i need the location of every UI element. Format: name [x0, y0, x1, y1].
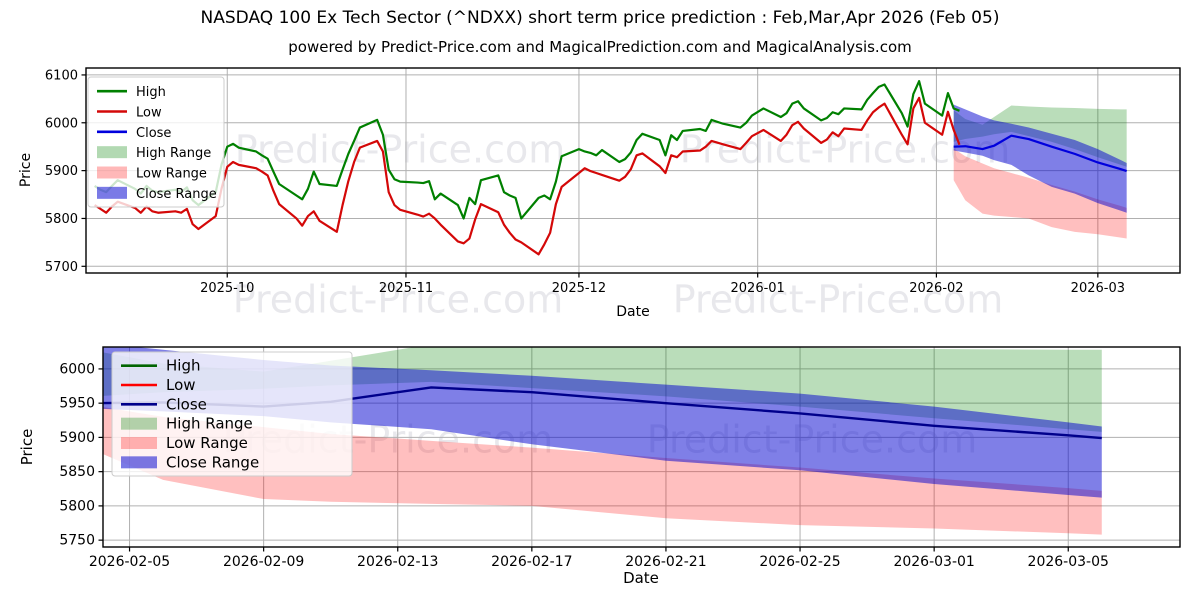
x-tick-label: 2025-11	[379, 281, 433, 296]
x-tick-label: 2025-12	[552, 281, 606, 296]
y-tick-label: 5850	[59, 464, 95, 480]
legend-patch-swatch	[97, 166, 127, 179]
legend: High Low Close High Range Low Range Close Ran…	[87, 76, 225, 208]
prediction-detail-chart: 2026-02-05 2026-02-09 2026-02-13 2026-02-17…	[18, 346, 1181, 587]
y-tick-label: 5800	[59, 498, 95, 514]
x-tick-label: 2026-02-13	[357, 554, 438, 570]
legend-label: High Range	[166, 415, 253, 433]
y-tick-label: 5900	[45, 164, 78, 179]
plot-area	[103, 347, 1102, 535]
y-tick-label: 6000	[59, 361, 95, 377]
legend-patch-swatch	[121, 456, 157, 469]
x-tick-label: 2026-02-21	[625, 554, 706, 570]
x-tick-label: 2026-02-05	[89, 554, 170, 570]
x-axis-label: Date	[623, 569, 659, 587]
figure-title: NASDAQ 100 Ex Tech Sector (^NDXX) short …	[200, 8, 1000, 28]
low_range-band	[103, 407, 1102, 535]
x-tick-label: 2026-01	[731, 281, 785, 296]
y-tick-label: 5750	[59, 533, 95, 549]
legend-label: Close	[136, 126, 171, 141]
y-axis-label: Price	[18, 153, 34, 187]
y-tick-label: 5800	[45, 212, 78, 227]
axes-spines	[102, 346, 1181, 548]
close_range-band	[953, 104, 1127, 213]
y-tick-label: 5950	[59, 396, 95, 412]
x-tick-label: 2026-02-25	[759, 554, 840, 570]
plot-area	[94, 80, 1128, 256]
close-line	[953, 134, 1128, 173]
legend-label: Low	[136, 106, 162, 121]
legend-patch-swatch	[121, 437, 157, 449]
legend-box	[87, 76, 225, 208]
legend-label: Close Range	[136, 187, 217, 202]
y-tick-label: 5700	[45, 260, 78, 275]
y-tick-label: 5900	[59, 430, 95, 446]
overview-chart: 2025-10 2025-11 2025-12 2026-01 2026-02 2026-…	[18, 67, 1181, 320]
low-line	[94, 96, 961, 256]
watermark-text: Predict-Price.com	[235, 128, 566, 172]
watermark-text: Predict-Price.com	[233, 278, 564, 322]
figure-subtitle: powered by Predict-Price.com and Magical…	[288, 38, 912, 56]
legend-label: High	[166, 357, 200, 375]
legend-patch-swatch	[97, 146, 127, 159]
y-tick-label: 6000	[45, 116, 78, 131]
legend-label: Low	[166, 376, 196, 394]
legend-label: High Range	[136, 146, 211, 161]
x-tick-label: 2026-03-01	[893, 554, 974, 570]
legend-label: Close Range	[166, 453, 259, 471]
x-tick-label: 2026-02-17	[491, 554, 572, 570]
x-axis-label: Date	[616, 304, 649, 320]
close_range-band	[103, 347, 1102, 498]
x-tick-label: 2026-02	[909, 281, 963, 296]
legend-patch-swatch	[97, 186, 127, 199]
x-tick-label: 2025-10	[200, 281, 254, 296]
high-line	[94, 80, 960, 220]
legend-label: Close	[166, 395, 207, 413]
y-axis-label: Price	[18, 429, 36, 466]
x-tick-label: 2026-03	[1071, 281, 1125, 296]
legend-patch-swatch	[121, 417, 157, 430]
legend-box	[111, 351, 353, 477]
legend-label: Low Range	[166, 434, 248, 452]
x-tick-label: 2026-02-09	[223, 554, 304, 570]
y-tick-label: 6100	[45, 68, 78, 83]
legend-label: Low Range	[136, 167, 207, 182]
legend-label: High	[136, 85, 166, 100]
watermark-text: Predict-Price.com	[673, 278, 1004, 322]
low_range-band	[953, 148, 1127, 239]
x-tick-label: 2026-03-05	[1028, 554, 1109, 570]
